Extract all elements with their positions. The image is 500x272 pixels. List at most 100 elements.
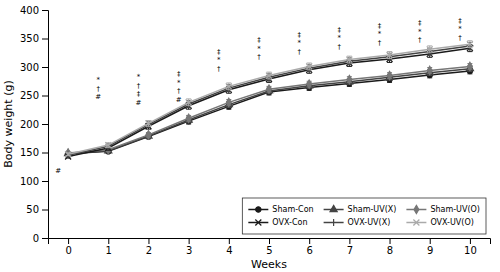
- legend-marker: [330, 219, 337, 226]
- legend-label: Sham-UV(O): [430, 205, 480, 214]
- series-marker: [427, 46, 433, 52]
- x-tick-mark: [470, 238, 471, 244]
- legend-marker: [330, 205, 337, 211]
- x-tick-label: 6: [306, 245, 312, 256]
- series: [65, 45, 473, 160]
- legend-item: Sham-Con: [248, 205, 313, 214]
- x-tick-label: 10: [464, 245, 477, 256]
- series-line: [68, 48, 470, 156]
- error-bar-cap: [267, 78, 272, 79]
- annotation: ‡: [217, 48, 221, 56]
- series-marker: [467, 41, 473, 47]
- error-bar-cap: [467, 47, 472, 48]
- y-tick-mark: [42, 181, 48, 182]
- x-tick-label: 4: [226, 245, 232, 256]
- legend-label: Sham-UV(X): [348, 205, 397, 214]
- legend-marker: [256, 207, 261, 212]
- series-line: [68, 71, 470, 154]
- x-tick-mark: [390, 238, 391, 244]
- annotation: †: [378, 39, 382, 47]
- annotation: #: [176, 96, 182, 104]
- x-axis-line: [49, 239, 491, 245]
- annotations: #*†#*†‡#‡*†#‡*†‡*†‡*†‡*†‡*†‡*†‡*†: [55, 17, 462, 175]
- annotation: †: [458, 34, 462, 42]
- legend-item: Sham-UV(O): [406, 205, 480, 214]
- y-tick-label: 100: [20, 176, 39, 187]
- annotation: *: [137, 73, 141, 81]
- annotation: *: [378, 30, 382, 38]
- series-line: [68, 66, 470, 153]
- x-tick-label: 9: [427, 245, 433, 256]
- legend-marker: [414, 205, 419, 213]
- legend-item: Sham-UV(X): [324, 205, 397, 214]
- annotation: *: [418, 28, 422, 36]
- x-tick-mark: [269, 238, 270, 244]
- error-bar-cap: [307, 73, 312, 74]
- x-tick-mark: [309, 238, 310, 244]
- series-marker: [307, 80, 312, 88]
- x-tick-mark: [189, 238, 190, 244]
- legend-frame: [242, 198, 486, 234]
- y-tick-mark: [42, 67, 48, 68]
- series-marker: [65, 152, 72, 159]
- x-tick-label: 5: [266, 245, 272, 256]
- error-bar: [146, 121, 151, 127]
- legend-label: OVX-UV(X): [348, 218, 391, 227]
- y-axis: 050100150200250300350400: [20, 5, 49, 244]
- x-axis-title: Weeks: [251, 258, 287, 271]
- annotation: †: [177, 87, 181, 95]
- error-bar: [467, 41, 472, 48]
- y-tick-mark: [42, 96, 48, 97]
- series-marker: [226, 98, 231, 106]
- annotation: †: [217, 65, 221, 73]
- x-axis: 012345678910: [49, 238, 491, 256]
- error-bar-cap: [307, 69, 312, 70]
- series-marker: [387, 71, 392, 79]
- error-bar-cap: [307, 63, 312, 64]
- x-tick-mark: [430, 238, 431, 244]
- x-tick: 9: [427, 238, 433, 256]
- x-tick: 7: [347, 238, 353, 256]
- series-line: [68, 44, 470, 154]
- error-bar: [226, 83, 231, 90]
- error-bar-cap: [387, 62, 392, 63]
- y-tick-label: 300: [20, 62, 39, 73]
- error-bar-cap: [267, 82, 272, 83]
- annotation: *: [257, 45, 261, 53]
- x-tick-mark: [148, 238, 149, 244]
- series: [66, 62, 473, 157]
- error-bar-cap: [186, 98, 191, 99]
- annotation: *: [297, 39, 301, 47]
- y-tick: 400: [20, 5, 48, 16]
- error-bar: [186, 99, 191, 106]
- legend-item: OVX-Con: [248, 218, 307, 227]
- x-tick-label: 2: [146, 245, 152, 256]
- legend-label: Sham-Con: [272, 205, 313, 214]
- annotation: †: [97, 85, 101, 93]
- error-bar-cap: [427, 45, 432, 46]
- y-tick: 250: [20, 90, 48, 101]
- series-marker: [266, 73, 272, 79]
- y-tick-mark: [42, 210, 48, 211]
- x-tick-label: 7: [347, 245, 353, 256]
- x-tick: 0: [65, 238, 71, 256]
- y-tick: 50: [26, 204, 48, 215]
- annotation: ‡: [418, 19, 422, 27]
- series-marker: [346, 57, 352, 63]
- x-tick-label: 1: [106, 245, 112, 256]
- annotation: †: [297, 48, 301, 56]
- error-bar: [387, 52, 392, 59]
- series-marker: [427, 66, 432, 74]
- annotation: ‡: [137, 90, 141, 98]
- y-tick: 100: [20, 176, 48, 187]
- y-tick-label: 200: [20, 119, 39, 130]
- annotation: *: [97, 76, 101, 84]
- annotation: †: [338, 43, 342, 51]
- error-bar-cap: [347, 63, 352, 64]
- series: [65, 42, 474, 158]
- series-marker: [105, 142, 111, 148]
- annotation: *: [338, 34, 342, 42]
- error-bar: [307, 63, 312, 70]
- y-tick-mark: [42, 10, 48, 11]
- error-bar-cap: [226, 82, 231, 83]
